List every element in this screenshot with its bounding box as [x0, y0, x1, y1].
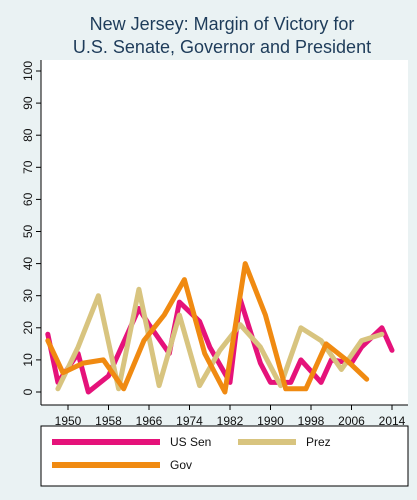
series-line-prez — [55, 286, 385, 392]
y-tick-label: 60 — [21, 192, 35, 206]
y-tick-label: 90 — [21, 96, 35, 110]
series-line-gov — [45, 261, 370, 395]
y-tick-label: 20 — [21, 321, 35, 335]
y-tick-label: 0 — [21, 388, 35, 395]
x-tick-label: 1974 — [176, 414, 203, 428]
x-tick-label: 1950 — [55, 414, 82, 428]
y-tick-label: 80 — [21, 128, 35, 142]
chart-title-line-2: U.S. Senate, Governor and President — [73, 37, 371, 57]
y-tick-label: 40 — [21, 257, 35, 271]
y-tick-label: 100 — [21, 61, 35, 81]
y-tick-label: 30 — [21, 289, 35, 303]
x-tick-label: 1990 — [257, 414, 284, 428]
x-tick-label: 1982 — [217, 414, 244, 428]
x-tick-label: 2014 — [379, 414, 406, 428]
y-tick-label: 10 — [21, 353, 35, 367]
legend-box — [40, 425, 409, 487]
x-tick-label: 1958 — [95, 414, 122, 428]
x-tick-label: 1998 — [298, 414, 325, 428]
y-tick-label: 50 — [21, 225, 35, 239]
legend: US Sen Prez Gov — [40, 425, 409, 487]
series-layer — [45, 261, 395, 395]
y-tick-label: 70 — [21, 160, 35, 174]
axes: 0 10 20 30 40 50 60 70 80 90 100 1950 1958 1966 1974 19… — [21, 60, 408, 428]
legend-label-us-sen: US Sen — [170, 435, 211, 449]
chart-title-line-1: New Jersey: Margin of Victory for — [90, 14, 355, 34]
x-tick-label: 1966 — [136, 414, 163, 428]
x-tick-label: 2006 — [338, 414, 365, 428]
legend-label-prez: Prez — [306, 435, 331, 449]
legend-label-gov: Gov — [170, 458, 192, 472]
